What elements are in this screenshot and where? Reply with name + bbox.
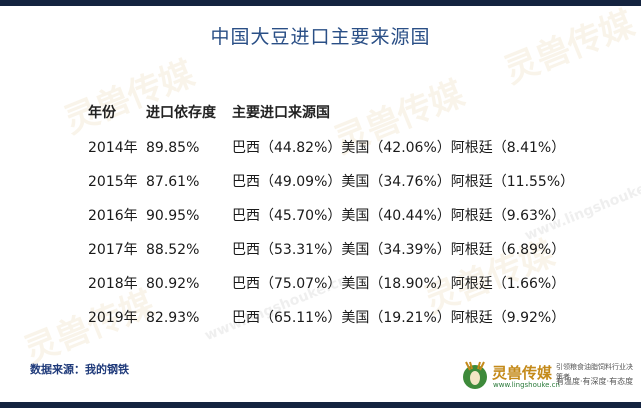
table-row: 2017年 88.52% 巴西（53.31%）美国（34.39%）阿根廷（6.8… [0, 239, 641, 261]
cell-sources: 巴西（65.11%）美国（19.21%）阿根廷（9.92%） [232, 310, 566, 326]
table-header: 年份 进口依存度 主要进口来源国 [0, 102, 641, 124]
cell-year: 2016年 [88, 208, 138, 224]
brand-url: www.lingshouke.cn [493, 381, 560, 389]
brand-logo: 灵兽传媒 www.lingshouke.cn 引领粮食油脂饲料行业决策者 有温度… [458, 356, 638, 396]
page-title: 中国大豆进口主要来源国 [210, 26, 431, 48]
cell-sources: 巴西（49.09%）美国（34.76%）阿根廷（11.55%） [232, 174, 575, 190]
deer-logo-icon [463, 361, 487, 389]
table-row: 2014年 89.85% 巴西（44.82%）美国（42.06%）阿根廷（8.4… [0, 137, 641, 159]
cell-sources: 巴西（44.82%）美国（42.06%）阿根廷（8.41%） [232, 140, 566, 156]
brand-name: 灵兽传媒 [492, 364, 553, 382]
brand-tagline: 引领粮食油脂饲料行业决策者 [556, 363, 633, 381]
table-row: 2019年 82.93% 巴西（65.11%）美国（19.21%）阿根廷（9.9… [0, 307, 641, 329]
source-note: 数据来源：我的钢铁 [30, 363, 129, 376]
table-row: 2018年 80.92% 巴西（75.07%）美国（18.90%）阿根廷（1.6… [0, 273, 641, 295]
cell-sources: 巴西（75.07%）美国（18.90%）阿根廷（1.66%） [232, 276, 566, 292]
cell-year: 2018年 [88, 276, 138, 292]
cell-dependency: 90.95% [146, 208, 200, 224]
cell-sources: 巴西（53.31%）美国（34.39%）阿根廷（6.89%） [232, 242, 566, 258]
bottom-border [0, 402, 641, 408]
cell-dependency: 80.92% [146, 276, 200, 292]
watermark: 灵兽传媒 [58, 53, 200, 142]
header-sources: 主要进口来源国 [232, 105, 330, 121]
cell-dependency: 82.93% [146, 310, 200, 326]
cell-year: 2014年 [88, 140, 138, 156]
cell-dependency: 89.85% [146, 140, 200, 156]
table-row: 2016年 90.95% 巴西（45.70%）美国（40.44%）阿根廷（9.6… [0, 205, 641, 227]
table-row: 2015年 87.61% 巴西（49.09%）美国（34.76%）阿根廷（11.… [0, 171, 641, 193]
header-dependency: 进口依存度 [146, 105, 216, 121]
header-year: 年份 [88, 105, 116, 121]
cell-dependency: 88.52% [146, 242, 200, 258]
top-border [0, 0, 641, 6]
cell-year: 2015年 [88, 174, 138, 190]
cell-year: 2019年 [88, 310, 138, 326]
cell-year: 2017年 [88, 242, 138, 258]
cell-sources: 巴西（45.70%）美国（40.44%）阿根廷（9.63%） [232, 208, 566, 224]
cell-dependency: 87.61% [146, 174, 200, 190]
brand-slogan: 有温度·有深度·有态度 [556, 377, 634, 386]
